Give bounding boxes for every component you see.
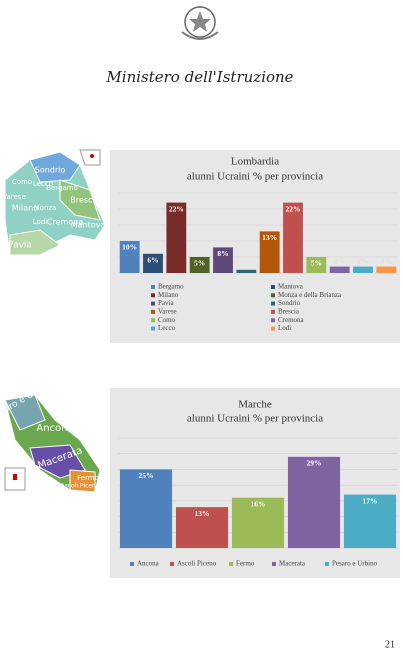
legend-label: Brescia [278, 308, 300, 316]
bar [376, 266, 397, 273]
map-label: Mantova [71, 221, 106, 230]
legend-label: Sondrio [278, 299, 301, 307]
map-label: Sondrio [35, 166, 66, 175]
legend-label: Pesaro e Urbino [332, 560, 378, 568]
legend-swatch [151, 309, 155, 314]
data-label: 13% [195, 509, 210, 518]
legend-label: Ancona [137, 560, 160, 568]
legend-label: Mantova [278, 283, 304, 291]
bar [329, 266, 350, 273]
legend-label: Como [158, 316, 176, 324]
emblem [181, 6, 219, 40]
data-label: 10% [122, 243, 137, 252]
data-label: 6% [147, 256, 158, 265]
data-label: 5% [311, 259, 322, 268]
legend-label: Cremona [278, 316, 305, 324]
bar [166, 202, 187, 273]
map-label: Varese [2, 193, 26, 201]
legend-label: Ascoli Piceno [177, 560, 217, 568]
legend-swatch [151, 293, 155, 298]
bar [343, 494, 397, 548]
legend-label: Fermo [236, 560, 255, 568]
map-label: Lodi [33, 218, 48, 226]
legend-swatch [130, 562, 134, 566]
ministry-title: Ministero dell'Istruzione [105, 68, 293, 86]
bar [143, 253, 163, 273]
chart-subtitle: alunni Ucraini % per provincia [187, 413, 323, 425]
map-label: Pavia [8, 241, 32, 251]
bar [119, 241, 140, 273]
bar [213, 247, 233, 273]
map-label: Bergamo [46, 184, 78, 192]
legend-label: Lodi [278, 324, 291, 332]
legend-swatch [325, 562, 329, 566]
data-label: 2% [357, 256, 368, 265]
data-label: 29% [307, 459, 322, 468]
legend-swatch [271, 326, 275, 331]
bar [353, 266, 373, 273]
data-label: 22% [286, 204, 301, 213]
bar [287, 456, 341, 548]
legend-label: Bergamo [158, 283, 184, 291]
legend-swatch [271, 318, 275, 323]
legend-label: Varese [158, 308, 177, 316]
map-label: Fermo [77, 474, 99, 482]
legend-swatch [271, 293, 275, 298]
legend-swatch [271, 285, 275, 289]
chart-background [110, 150, 400, 343]
map-label: Cremona [47, 218, 83, 227]
bar [283, 202, 303, 273]
data-label: 5% [194, 259, 205, 268]
data-label: 8% [217, 249, 228, 258]
map-label: Como [12, 178, 32, 186]
legend-label: Lecco [158, 324, 176, 332]
data-label: 22% [169, 204, 184, 213]
data-label: 13% [262, 233, 277, 242]
data-label: 2% [334, 256, 345, 265]
data-label: 17% [363, 496, 378, 505]
legend-swatch [271, 301, 275, 306]
page-number: 21 [385, 639, 395, 650]
legend-swatch [151, 326, 155, 331]
legend-swatch [151, 318, 155, 323]
bar [236, 269, 257, 273]
legend-label: Milano [158, 291, 179, 299]
map-label: Ascoli Piceno [60, 483, 99, 490]
bar [175, 507, 229, 548]
bar [231, 497, 285, 548]
legend-swatch [229, 562, 233, 566]
bar [306, 257, 327, 273]
chart-title: Marche [238, 399, 272, 411]
data-label: 16% [251, 499, 266, 508]
map-label: Lecco [33, 180, 53, 188]
marche-map: Pesaro e UrbinoAnconaMacerataFermoAscoli… [0, 378, 101, 493]
legend-swatch [271, 309, 275, 314]
map-label: Brescia [70, 196, 99, 205]
map-label: Ancona [36, 423, 73, 434]
legend-label: Macerata [279, 560, 306, 568]
legend-swatch [272, 562, 276, 566]
chart-title: Lombardia [231, 156, 279, 168]
map-label: Milano [12, 204, 38, 213]
chart-subtitle: alunni Ucraini % per provincia [187, 171, 323, 183]
data-label: 25% [139, 471, 154, 480]
legend-label: Pavia [158, 299, 174, 307]
bar [189, 257, 210, 273]
legend-label: Monza e della Brianza [278, 291, 342, 299]
data-label: 2% [381, 256, 392, 265]
map-label: Monza [34, 204, 57, 212]
legend-swatch [151, 285, 155, 289]
legend-swatch [151, 301, 155, 306]
bar [259, 231, 280, 273]
legend-swatch [170, 562, 174, 566]
bar [119, 469, 173, 548]
